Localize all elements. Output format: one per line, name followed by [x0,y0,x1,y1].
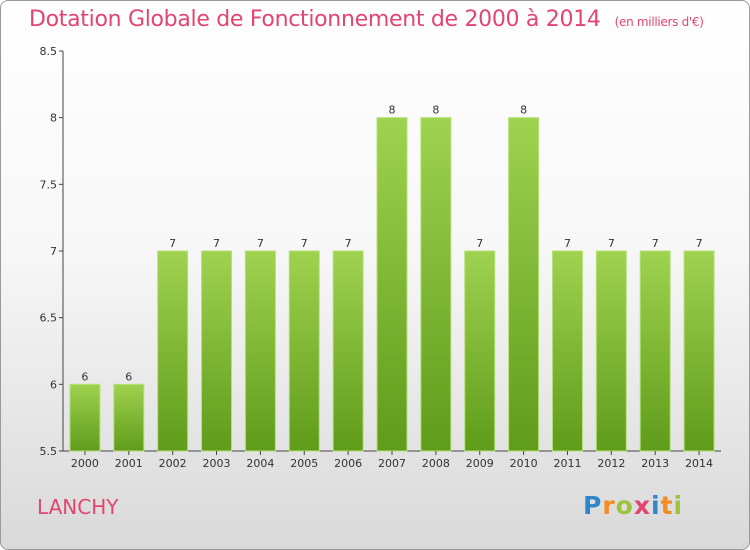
bar [551,250,583,452]
x-tick-label: 2008 [422,457,450,470]
logo-letter: t [660,491,674,520]
bar [157,250,189,452]
x-tick-label: 2001 [115,457,143,470]
bar-value-label: 7 [476,237,483,250]
commune-name: LANCHY [37,495,119,519]
bar [69,383,101,452]
chart-title-text: Dotation Globale de Fonctionnement de 20… [29,7,601,32]
y-tick-label: 7.5 [40,178,58,191]
bar-value-label: 7 [564,237,571,250]
bar-value-label: 7 [608,237,615,250]
bar-value-label: 7 [696,237,703,250]
logo-letter: r [602,491,616,520]
y-tick-label: 5.5 [40,445,58,458]
chart-title: Dotation Globale de Fonctionnement de 20… [29,7,704,32]
logo-letter: i [651,491,661,520]
x-tick-label: 2006 [334,457,362,470]
bar [376,117,408,452]
bar [244,250,276,452]
logo-letter: P [583,491,603,520]
logo-letter: x [633,491,651,520]
bar [113,383,145,452]
x-tick-label: 2010 [510,457,538,470]
y-tick-label: 8.5 [40,45,58,58]
bar [288,250,320,452]
bar-value-label: 6 [81,370,88,383]
bar [683,250,715,452]
y-tick-label: 6 [50,378,57,391]
x-tick-label: 2007 [378,457,406,470]
y-tick-label: 8 [50,112,57,125]
x-tick-label: 2013 [641,457,669,470]
x-tick-label: 2005 [290,457,318,470]
y-tick-label: 7 [50,245,57,258]
chart-unit: (en milliers d'€) [614,15,704,29]
x-tick-label: 2011 [553,457,581,470]
y-tick-label: 6.5 [40,312,58,325]
bar-value-label: 8 [520,104,527,117]
proxiti-logo: Proxiti [583,491,683,520]
x-tick-label: 2004 [246,457,274,470]
bar-value-label: 7 [345,237,352,250]
x-tick-label: 2003 [203,457,231,470]
bar [595,250,627,452]
bar-value-label: 7 [169,237,176,250]
bar [508,117,540,452]
bar-value-label: 7 [257,237,264,250]
bar [420,117,452,452]
x-tick-label: 2000 [71,457,99,470]
bar [332,250,364,452]
bar [464,250,496,452]
logo-letter: o [615,491,634,520]
x-tick-label: 2012 [597,457,625,470]
bar-value-label: 8 [432,104,439,117]
bar-value-label: 7 [301,237,308,250]
bar-value-label: 8 [389,104,396,117]
x-tick-label: 2009 [466,457,494,470]
bar-value-label: 7 [652,237,659,250]
bar-value-label: 7 [213,237,220,250]
bar [201,250,233,452]
logo-letter: i [673,491,684,520]
bar-value-label: 6 [125,370,132,383]
x-tick-label: 2002 [159,457,187,470]
bar [639,250,671,452]
x-tick-label: 2014 [685,457,713,470]
